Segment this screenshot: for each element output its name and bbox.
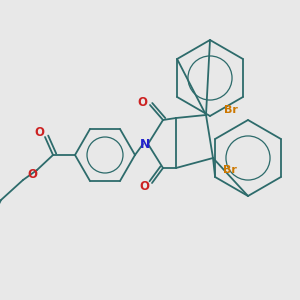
Text: Br: Br [224, 105, 238, 115]
Text: O: O [137, 97, 147, 110]
Text: O: O [27, 169, 37, 182]
Text: N: N [140, 137, 150, 151]
Text: Br: Br [223, 165, 237, 175]
Text: O: O [139, 181, 149, 194]
Text: O: O [34, 127, 44, 140]
